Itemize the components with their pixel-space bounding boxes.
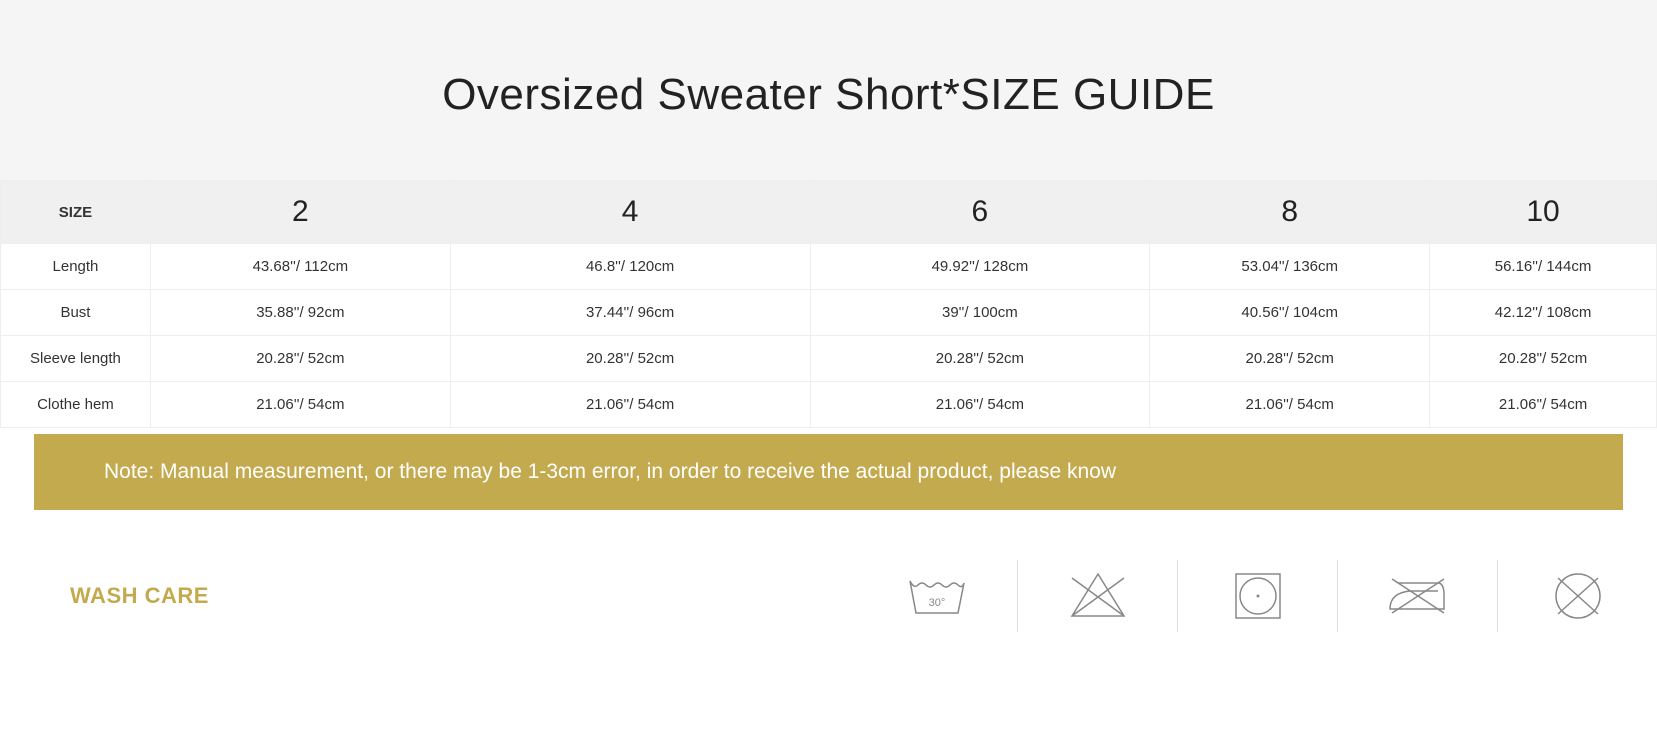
table-cell: 56.16''/ 144cm (1430, 244, 1657, 290)
table-cell: 21.06''/ 54cm (810, 382, 1150, 428)
size-col-10: 10 (1430, 181, 1657, 244)
table-header-row: SIZE 2 4 6 8 10 (1, 181, 1657, 244)
do-not-dryclean-icon (1497, 560, 1657, 632)
table-cell: 39''/ 100cm (810, 290, 1150, 336)
table-row: Bust 35.88''/ 92cm 37.44''/ 96cm 39''/ 1… (1, 290, 1657, 336)
table-cell: 46.8''/ 120cm (450, 244, 810, 290)
tumble-dry-low-icon (1177, 560, 1337, 632)
row-label: Clothe hem (1, 382, 151, 428)
table-cell: 49.92''/ 128cm (810, 244, 1150, 290)
row-label: Bust (1, 290, 151, 336)
size-header-label: SIZE (1, 181, 151, 244)
care-icons-row: 30° (857, 560, 1657, 632)
wash-30-icon: 30° (857, 560, 1017, 632)
measurement-note: Note: Manual measurement, or there may b… (34, 434, 1623, 510)
size-col-6: 6 (810, 181, 1150, 244)
row-label: Length (1, 244, 151, 290)
table-cell: 20.28''/ 52cm (450, 336, 810, 382)
table-cell: 20.28''/ 52cm (810, 336, 1150, 382)
page-header: Oversized Sweater Short*SIZE GUIDE (0, 0, 1657, 180)
table-cell: 21.06''/ 54cm (1430, 382, 1657, 428)
row-label: Sleeve length (1, 336, 151, 382)
table-cell: 53.04''/ 136cm (1150, 244, 1430, 290)
size-guide-table: SIZE 2 4 6 8 10 Length 43.68''/ 112cm 46… (0, 180, 1657, 428)
table-cell: 42.12''/ 108cm (1430, 290, 1657, 336)
wash-temp-text: 30° (929, 597, 946, 609)
wash-care-label: WASH CARE (70, 583, 209, 609)
table-cell: 40.56''/ 104cm (1150, 290, 1430, 336)
page-title: Oversized Sweater Short*SIZE GUIDE (0, 70, 1657, 120)
table-row: Sleeve length 20.28''/ 52cm 20.28''/ 52c… (1, 336, 1657, 382)
table-cell: 37.44''/ 96cm (450, 290, 810, 336)
table-cell: 20.28''/ 52cm (1430, 336, 1657, 382)
table-cell: 21.06''/ 54cm (1150, 382, 1430, 428)
do-not-iron-icon (1337, 560, 1497, 632)
wash-care-footer: WASH CARE 30° (0, 510, 1657, 652)
table-cell: 20.28''/ 52cm (1150, 336, 1430, 382)
table-row: Clothe hem 21.06''/ 54cm 21.06''/ 54cm 2… (1, 382, 1657, 428)
size-col-4: 4 (450, 181, 810, 244)
table-cell: 21.06''/ 54cm (150, 382, 450, 428)
table-cell: 21.06''/ 54cm (450, 382, 810, 428)
size-col-2: 2 (150, 181, 450, 244)
no-bleach-icon (1017, 560, 1177, 632)
table-cell: 20.28''/ 52cm (150, 336, 450, 382)
size-col-8: 8 (1150, 181, 1430, 244)
table-cell: 35.88''/ 92cm (150, 290, 450, 336)
table-cell: 43.68''/ 112cm (150, 244, 450, 290)
table-row: Length 43.68''/ 112cm 46.8''/ 120cm 49.9… (1, 244, 1657, 290)
